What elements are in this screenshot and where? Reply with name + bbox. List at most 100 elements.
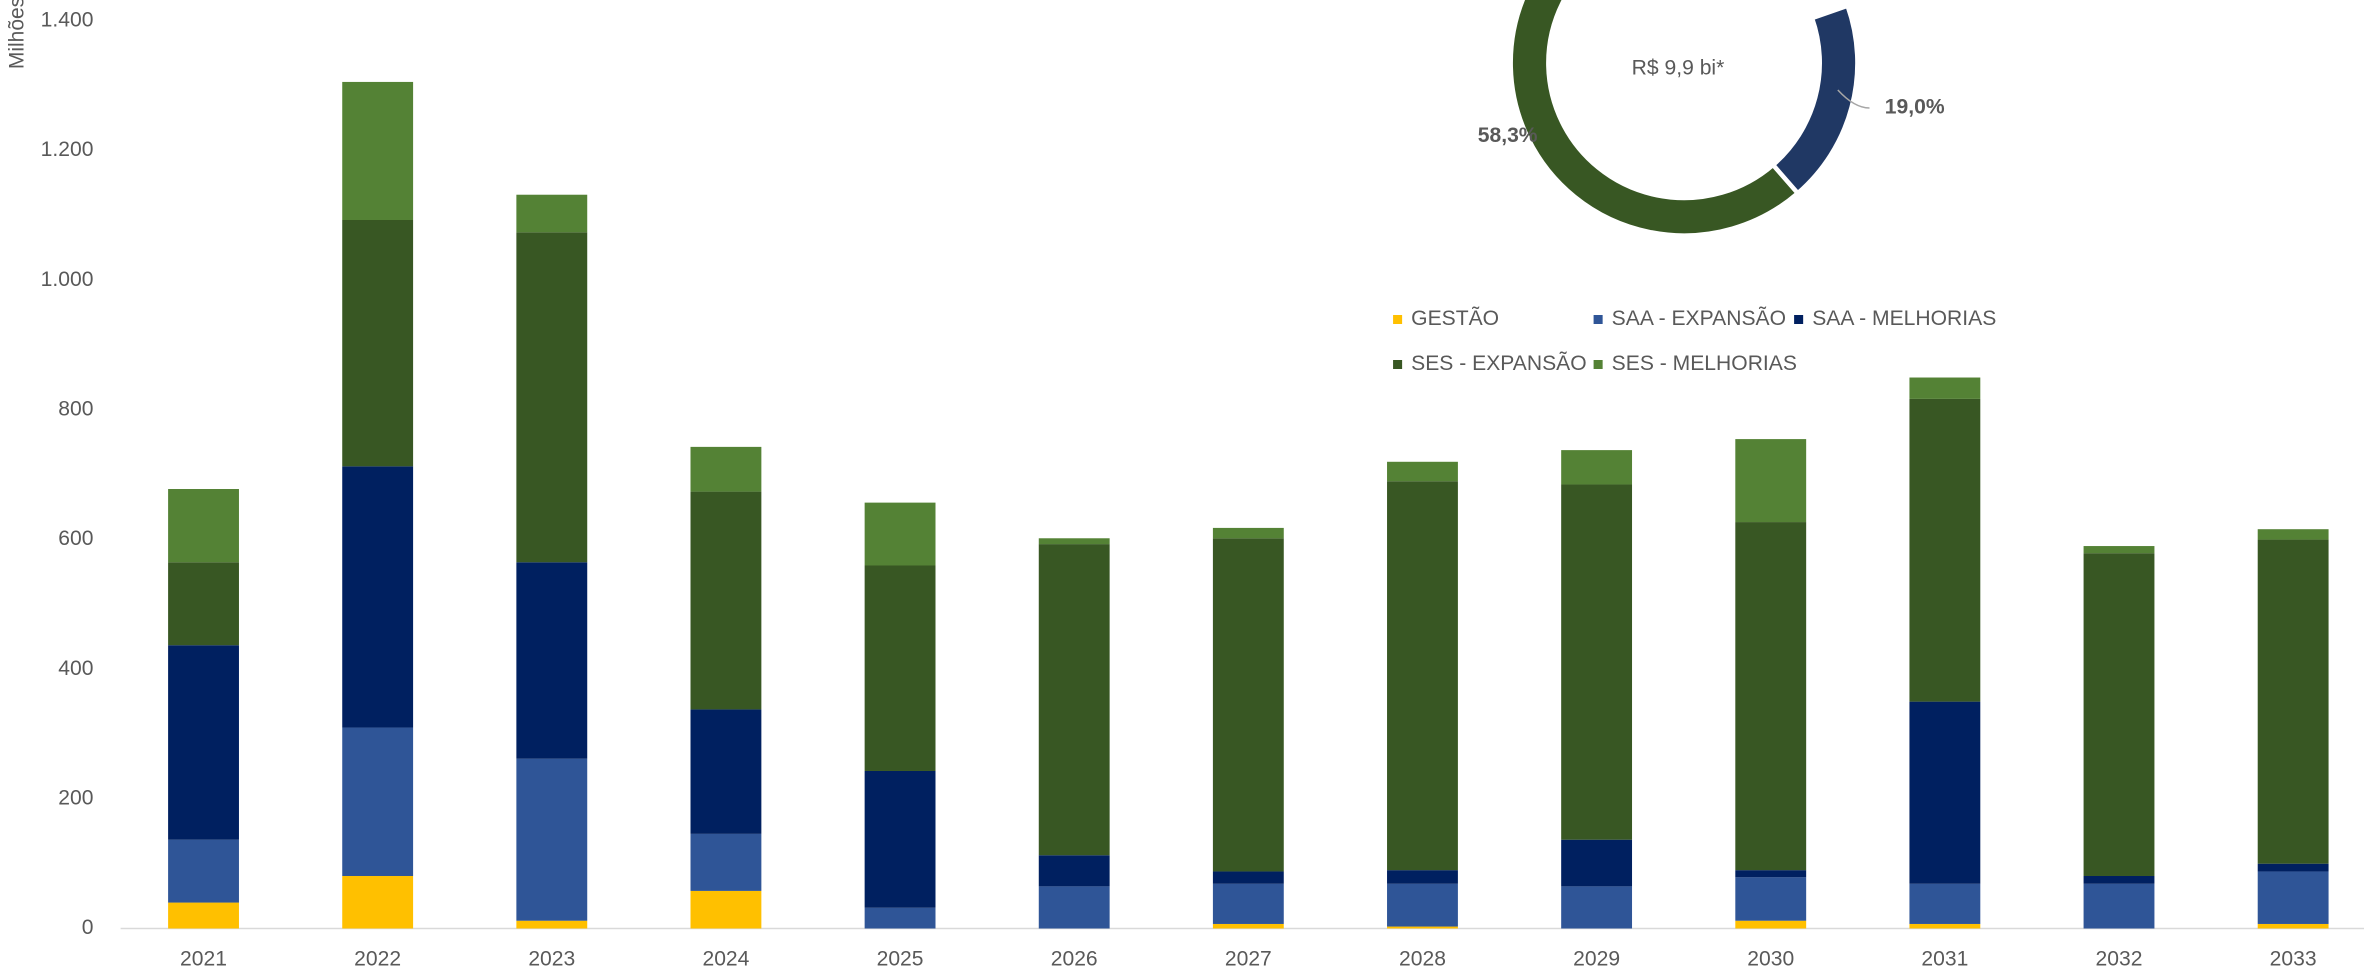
legend-swatch	[1393, 360, 1403, 369]
bar-segment	[342, 466, 414, 728]
bar-segment	[1735, 920, 1807, 929]
bar-segment	[1038, 538, 1110, 545]
leader-line	[1837, 89, 1870, 109]
bar-segment	[690, 491, 762, 710]
y-tick-label: 0	[82, 916, 94, 939]
x-tick-label: 2023	[528, 948, 575, 971]
bar-segment	[864, 907, 936, 929]
bar-segment	[516, 758, 588, 921]
bar-segment	[1561, 839, 1633, 887]
bar-segment	[1735, 877, 1807, 921]
bar-segment	[1212, 871, 1284, 884]
bar-segment	[1735, 870, 1807, 878]
bar-segment	[1038, 544, 1110, 856]
bar-segment	[690, 446, 762, 492]
y-axis-label: Milhões	[6, 0, 29, 69]
bar-segment	[342, 220, 414, 467]
y-tick-label: 1.400	[41, 9, 94, 32]
bar-segment	[2083, 875, 2155, 884]
x-tick-label: 2024	[702, 948, 749, 971]
bar-segment	[2257, 863, 2329, 872]
bar-segment	[864, 770, 936, 908]
x-tick-label: 2027	[1225, 948, 1272, 971]
x-tick-label: 2032	[2096, 948, 2143, 971]
bar-segment	[1212, 883, 1284, 924]
y-tick-label: 400	[58, 657, 93, 680]
bar-segment	[690, 833, 762, 891]
bar-segment	[1909, 377, 1981, 399]
bar-segment	[516, 562, 588, 759]
bar-segment	[864, 565, 936, 771]
donut-center-text: R$ 9,9 bi*	[1632, 57, 1725, 80]
data-label: 19,0%	[1885, 96, 1945, 119]
x-tick-label: 2026	[1051, 948, 1098, 971]
bar-segment	[516, 232, 588, 563]
legend-swatch	[1794, 315, 1804, 324]
bar-segment	[2083, 883, 2155, 929]
bar-segment	[1561, 484, 1633, 840]
bar-segment	[690, 890, 762, 929]
bar-segment	[1038, 886, 1110, 929]
bar-segment	[1561, 450, 1633, 485]
bar-segment	[168, 489, 239, 563]
y-tick-label: 200	[58, 786, 93, 809]
bar-segment	[2257, 923, 2329, 929]
x-tick-label: 2025	[877, 948, 924, 971]
x-tick-label: 2029	[1573, 948, 1620, 971]
bar-segment	[168, 562, 239, 646]
legend-label: GESTÃO	[1411, 306, 1499, 330]
bar-segment	[342, 875, 414, 929]
bar-segment	[1387, 870, 1458, 884]
bar-segment	[1387, 461, 1458, 482]
bar-segment	[1387, 883, 1458, 927]
bar-segment	[1038, 855, 1110, 887]
bar-segment	[516, 920, 588, 929]
x-tick-label: 2028	[1399, 948, 1446, 971]
y-tick-label: 800	[58, 398, 93, 421]
legend-swatch	[1593, 315, 1603, 324]
bar-segment	[1909, 923, 1981, 929]
bar-segment	[2257, 871, 2329, 924]
x-tick-label: 2022	[354, 948, 401, 971]
y-tick-label: 1.200	[41, 138, 94, 161]
y-tick-label: 1.000	[41, 268, 94, 291]
bar-segment	[1909, 701, 1981, 884]
bar-segment	[864, 502, 936, 566]
donut-segment	[1508, 0, 1801, 238]
bar-segment	[1735, 439, 1807, 523]
bar-segment	[168, 839, 239, 903]
x-tick-label: 2033	[2270, 948, 2317, 971]
legend-swatch	[1393, 315, 1403, 324]
legend-label: SAA - MELHORIAS	[1812, 307, 1996, 330]
y-tick-label: 600	[58, 527, 93, 550]
bar-segment	[516, 194, 588, 233]
bar-segment	[168, 645, 239, 840]
x-tick-label: 2031	[1921, 948, 1968, 971]
bar-segment	[690, 709, 762, 834]
legend-label: SES - EXPANSÃO	[1411, 351, 1587, 375]
bar-segment	[168, 902, 239, 929]
bar-segment	[2257, 529, 2329, 540]
legend-label: SES - MELHORIAS	[1612, 352, 1797, 375]
bar-segment	[342, 81, 414, 221]
x-tick-label: 2021	[180, 948, 227, 971]
bar-segment	[2083, 546, 2155, 554]
data-label: 58,3%	[1478, 124, 1538, 147]
donut-segment	[1769, 2, 1860, 197]
bar-segment	[1387, 926, 1458, 929]
bar-segment	[1212, 923, 1284, 929]
bar-segment	[1561, 886, 1633, 929]
bar-segment	[1909, 883, 1981, 924]
bar-segment	[1909, 398, 1981, 702]
bar-segment	[2083, 553, 2155, 876]
x-tick-label: 2030	[1747, 948, 1794, 971]
bar-segment	[1212, 538, 1284, 872]
bar-segment	[1212, 527, 1284, 539]
legend-swatch	[1593, 360, 1603, 369]
bar-segment	[1735, 522, 1807, 871]
bar-segment	[1387, 481, 1458, 871]
bar-segment	[342, 727, 414, 876]
bar-segment	[2257, 539, 2329, 864]
